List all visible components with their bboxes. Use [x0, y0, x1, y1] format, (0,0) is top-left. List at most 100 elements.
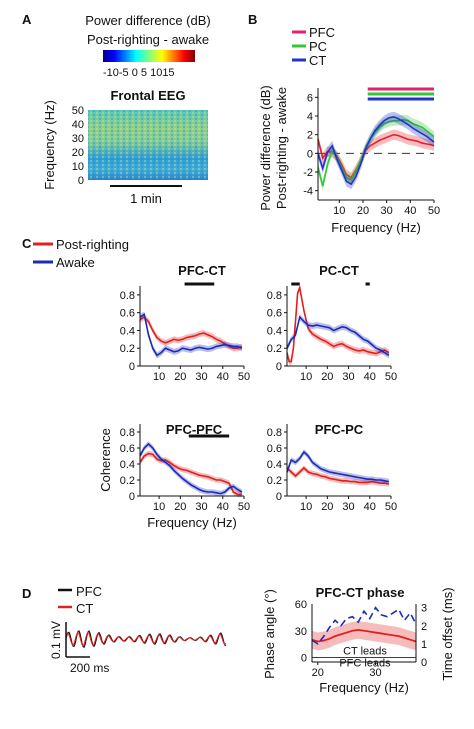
x-tick-label: 40: [217, 501, 229, 513]
x-tick-label: 20: [174, 501, 186, 513]
panel-d: PFC CT 0.1 mV 200 ms PFC-CT phase CT leadsPFC…: [49, 584, 455, 695]
legend-label-ct: CT: [76, 601, 93, 616]
x-tick-label: 10: [333, 205, 345, 217]
heatmap-y-tick: 10: [72, 161, 84, 173]
y-axis-title-right: Time offset (ms): [440, 587, 455, 680]
x-tick-label: 30: [195, 371, 207, 383]
y-tick-label: 0.4: [267, 325, 282, 337]
series-post-righting: [139, 452, 242, 496]
series-ct: [317, 116, 435, 186]
x-tick-label: 50: [238, 371, 250, 383]
x-axis-title: Frequency (Hz): [331, 220, 421, 235]
series-pfc: [317, 133, 435, 179]
band-phase-angle: [312, 620, 416, 651]
y-tick-label-right: 2: [421, 621, 427, 633]
series-post-righting: [286, 466, 390, 485]
y-tick-label: 0.4: [120, 459, 135, 471]
y-tick-label: 0.2: [120, 475, 135, 487]
y-tick-label: 0.4: [267, 459, 282, 471]
x-axis-title: Frequency (Hz): [147, 515, 237, 530]
heatmap-texture: [88, 110, 208, 180]
band-post-righting: [287, 465, 389, 487]
y-axis-title: Coherence: [98, 428, 113, 492]
y-tick-label: 6: [307, 92, 313, 104]
y-axis-title-line1: Power difference (dB): [258, 85, 273, 211]
y-tick-label: 0.2: [120, 343, 135, 355]
series-awake: [286, 450, 390, 483]
y-tick-label: -4: [303, 186, 313, 198]
colorbar-title-line1: Power difference (dB): [85, 13, 211, 28]
series-phase-angle: [311, 628, 417, 643]
x-tick-label: 40: [404, 205, 416, 217]
subplot-pc-ct: PC-CT 0.8 0.6 0.4 0.2 0 10 20 30 40 50: [267, 263, 397, 383]
subplot-title: PFC-PFC: [166, 422, 223, 437]
y-tick-label-left: 0: [301, 653, 307, 665]
x-tick-label: 20: [321, 501, 333, 513]
legend-label-ct: CT: [309, 53, 326, 68]
heatmap-y-tick: 0: [78, 175, 84, 187]
colorbar-ticks: -10-5 0 5 1015: [103, 67, 175, 79]
legend-label-pfc: PFC: [76, 584, 102, 599]
subplot-pfc-pfc: PFC-PFC 0.8 0.6 0.4 0.2 0 10 20 30 40 50: [120, 422, 250, 513]
x-tick-label: 50: [385, 501, 397, 513]
y-tick-label: 0.8: [120, 290, 135, 302]
x-tick-label: 40: [364, 371, 376, 383]
y-tick-label: 0.6: [267, 308, 282, 320]
subplot-pfc-ct: PFC-CT 0.8 0.6 0.4 0.2 0 10 20 30 40 50: [120, 263, 250, 383]
y-tick-label: 0: [129, 361, 135, 373]
y-axis-title-line2: Post-righting - awake: [274, 87, 289, 209]
y-tick-label: 0.2: [267, 343, 282, 355]
panel-letter-a: A: [22, 12, 32, 27]
series-awake: [286, 315, 390, 357]
x-tick-label: 10: [153, 501, 165, 513]
annotation-pfc-leads: PFC leads: [339, 658, 391, 670]
panel-a: Power difference (dB) Post-righting - aw…: [42, 13, 211, 206]
heatmap-y-tick: 20: [72, 147, 84, 159]
panel-letter-d: D: [22, 586, 31, 601]
series-awake: [139, 442, 243, 495]
band-awake: [140, 441, 242, 497]
x-tick-label: 20: [174, 371, 186, 383]
x-tick-label: 30: [369, 667, 381, 679]
y-tick-label: 2: [307, 130, 313, 142]
band-awake: [287, 314, 389, 359]
heatmap-title: Frontal EEG: [110, 88, 185, 103]
panel-c: Post-righting Awake PFC-CT 0.8 0.6 0.4 0.2 0 10 2…: [33, 237, 397, 530]
scalebar-horizontal-label: 200 ms: [70, 661, 109, 675]
time-scalebar-label: 1 min: [130, 191, 162, 206]
subplot-title: PFC-CT: [178, 263, 226, 278]
x-tick-label: 30: [195, 501, 207, 513]
x-tick-label: 10: [300, 501, 312, 513]
y-tick-label-right: 1: [421, 639, 427, 651]
colorbar-title-line2: Post-righting - awake: [87, 32, 209, 47]
y-tick-label: 4: [307, 111, 313, 123]
series-awake: [139, 313, 243, 357]
band-ct: [318, 111, 434, 190]
heatmap-y-tick: 30: [72, 133, 84, 145]
series-time-offset: [311, 606, 417, 645]
y-tick-label: 0: [276, 491, 282, 503]
y-tick-label-right: 0: [421, 657, 427, 669]
y-tick-label: 0.6: [120, 443, 135, 455]
y-tick-label-left: 30: [295, 626, 307, 638]
x-axis-title: Frequency (Hz): [319, 680, 409, 695]
subplot-title: PC-CT: [319, 263, 359, 278]
y-tick-label: 0.6: [120, 308, 135, 320]
trace-ct: [65, 631, 227, 647]
band-awake: [287, 449, 389, 485]
y-tick-label: 0.8: [120, 427, 135, 439]
y-tick-label: 0.8: [267, 290, 282, 302]
panel-letter-c: C: [22, 236, 32, 251]
legend-label-pfc: PFC: [309, 25, 335, 40]
x-tick-label: 30: [342, 371, 354, 383]
x-tick-label: 20: [321, 371, 333, 383]
subplot-title: PFC-PC: [315, 422, 364, 437]
legend-label-awake: Awake: [56, 255, 95, 270]
annotation-ct-leads: CT leads: [343, 646, 387, 658]
x-tick-label: 50: [238, 501, 250, 513]
x-tick-label: 20: [312, 667, 324, 679]
panel-letter-b: B: [248, 12, 257, 27]
x-tick-label: 50: [428, 205, 440, 217]
